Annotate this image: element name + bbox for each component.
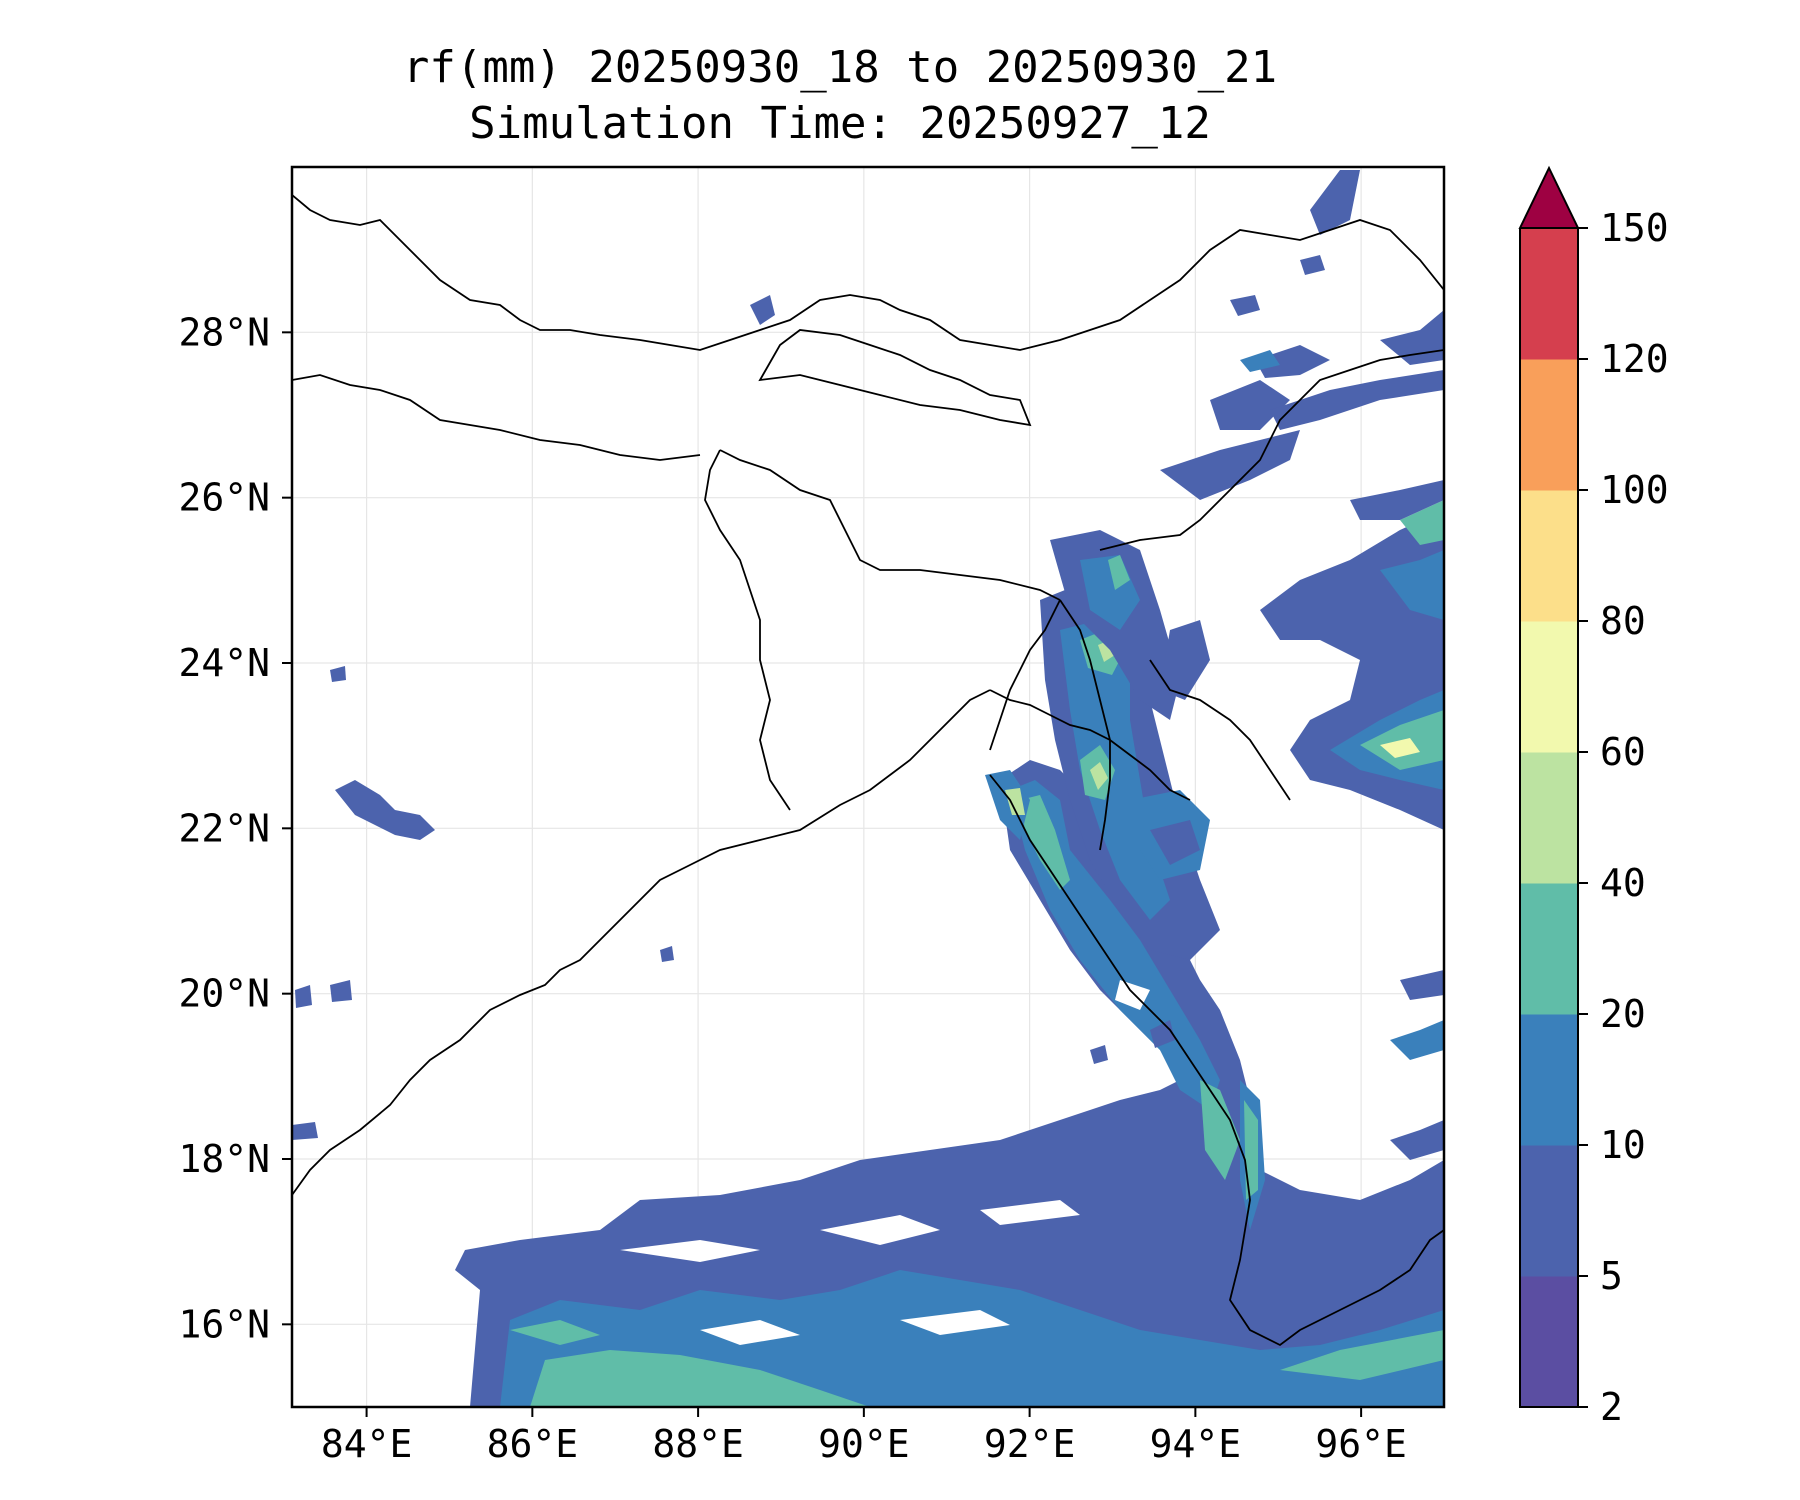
border-bangladesh-north [719, 449, 1061, 601]
border-myanmar-east [1149, 659, 1291, 801]
lat-tick-label: 26°N [178, 476, 270, 520]
lat-tick-label: 18°N [178, 1137, 270, 1181]
colorbar-tick-label: 120 [1600, 337, 1669, 381]
lon-tick-label: 92°E [984, 1422, 1076, 1466]
colorbar-tick-label: 2 [1600, 1385, 1623, 1429]
colorbar-extend-arrow [1518, 165, 1580, 229]
colorbar-segment [1520, 490, 1578, 622]
lat-tick-labels: 16°N 18°N 20°N 22°N 24°N 26°N 28°N [178, 310, 292, 1346]
lon-tick-labels: 84°E 86°E 88°E 90°E 92°E 94°E 96°E [321, 1407, 1407, 1466]
coastlines-and-borders [292, 194, 1444, 1347]
colorbar-tick-label: 150 [1600, 206, 1669, 250]
map-subtitle: Simulation Time: 20250927_12 [469, 98, 1211, 149]
colorbar-segment [1520, 883, 1578, 1015]
border-nepal-south [292, 374, 701, 461]
border-himalaya-north [292, 194, 1444, 351]
lon-tick-label: 90°E [818, 1422, 910, 1466]
border-northeast [1099, 349, 1444, 551]
colorbar-tick-label: 60 [1600, 730, 1646, 774]
colorbar-segment [1520, 752, 1578, 884]
colorbar-segment [1520, 228, 1578, 360]
colorbar-tick-label: 40 [1600, 861, 1646, 905]
coastline-bangladesh [989, 689, 1191, 801]
lon-tick-label: 88°E [652, 1422, 744, 1466]
colorbar-tick-label: 80 [1600, 599, 1646, 643]
coastline-myanmar [989, 774, 1444, 1347]
colorbar-segment [1520, 621, 1578, 753]
border-bangladesh-west [704, 449, 791, 811]
colorbar-segment [1520, 1276, 1578, 1408]
lat-tick-label: 16°N [178, 1302, 270, 1346]
colorbar-segment [1520, 1145, 1578, 1277]
lat-tick-label: 22°N [178, 806, 270, 850]
coastline-india-east [292, 689, 991, 1196]
lat-tick-label: 28°N [178, 310, 270, 354]
colorbar-tick-label: 20 [1600, 992, 1646, 1036]
map-title: rf(mm) 20250930_18 to 20250930_21 [402, 42, 1278, 93]
lon-tick-label: 96°E [1315, 1422, 1407, 1466]
lon-tick-label: 94°E [1150, 1422, 1242, 1466]
lat-tick-label: 24°N [178, 641, 270, 685]
lat-tick-label: 20°N [178, 972, 270, 1016]
border-bangladesh-east [989, 599, 1061, 751]
lon-tick-label: 84°E [321, 1422, 413, 1466]
colorbar-tick-label: 5 [1600, 1254, 1623, 1298]
colorbar-tick-label: 100 [1600, 468, 1669, 512]
rain-area-odisha [335, 780, 435, 840]
colorbar-segment [1520, 1014, 1578, 1146]
border-india-myanmar [1059, 599, 1111, 851]
colorbar-tick-label: 10 [1600, 1123, 1646, 1167]
colorbar-frame [1519, 228, 1579, 1408]
map-frame [290, 165, 1446, 1409]
rain-area-south-bay-core [530, 1350, 870, 1407]
rainfall-field [292, 170, 1444, 1407]
colorbar-segment [1520, 359, 1578, 491]
colorbar: 2 5 10 20 40 60 80 100 120 150 [1518, 165, 1669, 1429]
border-bhutan [758, 329, 1032, 427]
lon-tick-label: 86°E [487, 1422, 579, 1466]
